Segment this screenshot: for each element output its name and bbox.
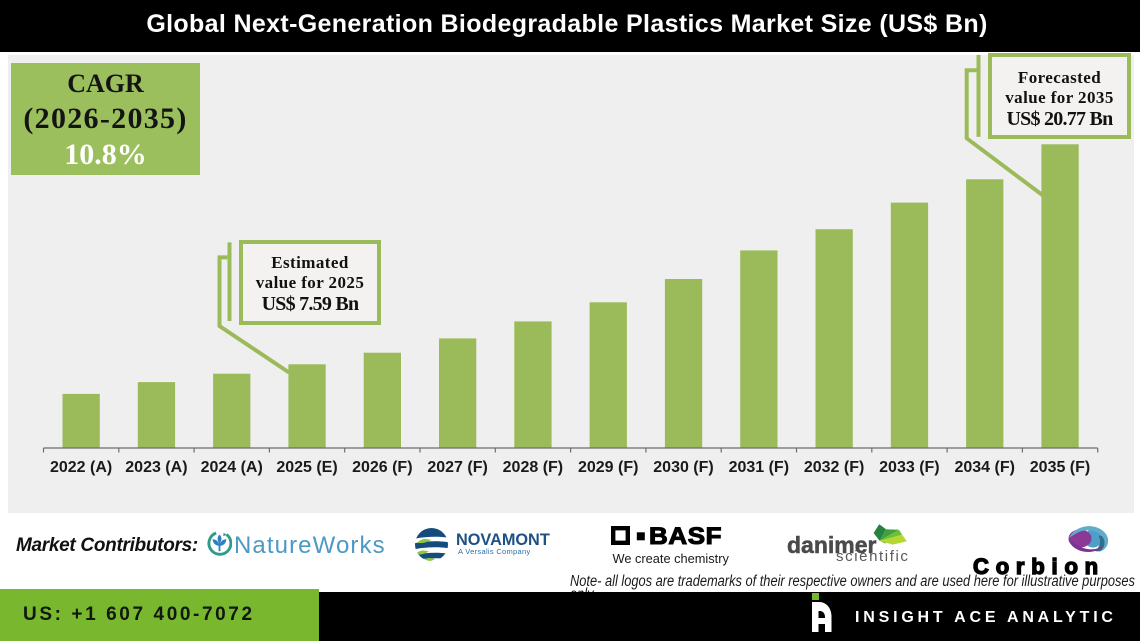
svg-text:2022 (A): 2022 (A): [50, 459, 112, 476]
svg-text:2026 (F): 2026 (F): [352, 459, 412, 476]
svg-text:2023 (A): 2023 (A): [125, 459, 187, 476]
svg-text:2032 (F): 2032 (F): [804, 459, 864, 476]
svg-text:2029 (F): 2029 (F): [578, 459, 638, 476]
svg-text:2031 (F): 2031 (F): [729, 459, 789, 476]
svg-text:2024 (A): 2024 (A): [201, 459, 263, 476]
svg-text:2033 (F): 2033 (F): [879, 459, 939, 476]
svg-text:2035 (F): 2035 (F): [1030, 459, 1090, 476]
svg-text:2034 (F): 2034 (F): [954, 459, 1014, 476]
svg-text:2028 (F): 2028 (F): [503, 459, 563, 476]
svg-text:2027 (F): 2027 (F): [427, 459, 487, 476]
svg-text:2030 (F): 2030 (F): [653, 459, 713, 476]
svg-text:2025 (E): 2025 (E): [276, 459, 337, 476]
